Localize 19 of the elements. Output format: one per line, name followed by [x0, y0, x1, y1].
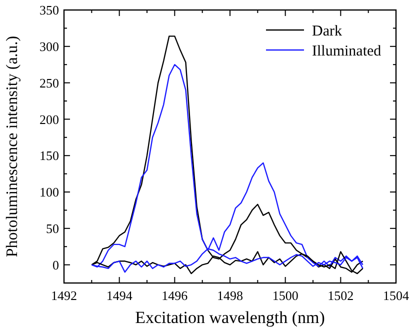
legend-label: Dark	[312, 23, 342, 40]
x-tick-label: 1498	[217, 288, 243, 303]
x-tick-label: 1496	[162, 288, 188, 303]
y-tick-label: 50	[46, 220, 59, 236]
x-tick-label: 1504	[383, 288, 410, 303]
x-tick-label: 1502	[328, 288, 354, 303]
legend-label: Illuminated	[312, 43, 382, 60]
y-tick-label: 250	[40, 75, 59, 90]
x-tick-label: 1492	[51, 288, 77, 303]
y-tick-label: 350	[40, 2, 59, 18]
y-tick-label: 200	[40, 112, 59, 127]
x-tick-label: 1494	[106, 288, 133, 303]
y-tick-label: 300	[40, 38, 59, 54]
y-tick-label: 150	[40, 148, 59, 164]
x-tick-label: 1500	[272, 288, 298, 303]
y-tick-label: 0	[52, 257, 59, 272]
y-tick-label: 100	[40, 184, 59, 200]
x-axis-title: Excitation wavelength (nm)	[135, 308, 325, 327]
y-axis-title: Photoluminescence intensity (a.u.)	[4, 36, 21, 258]
